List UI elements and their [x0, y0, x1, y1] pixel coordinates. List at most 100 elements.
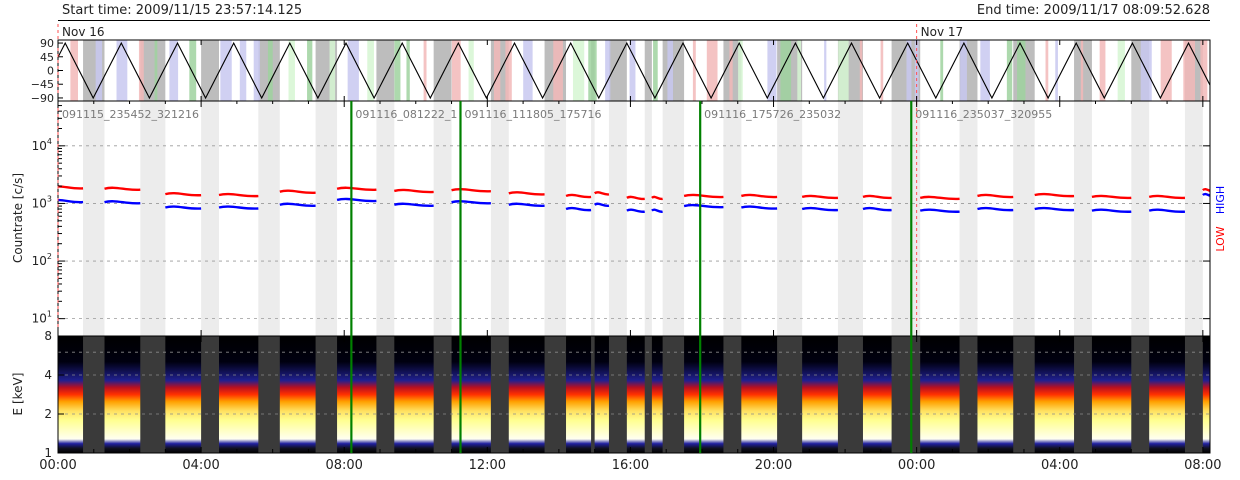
- first-segment-label: 091115_235452_321216: [62, 108, 199, 121]
- spectrogram-segment: [802, 336, 838, 453]
- energy-ytick-label: 2: [44, 407, 52, 421]
- low-series-segment: [1202, 188, 1210, 193]
- low-series-segment: [1034, 192, 1075, 198]
- attitude-color-band: [588, 40, 597, 101]
- attitude-color-band: [1160, 40, 1172, 101]
- countrate-gap-band: [959, 101, 978, 336]
- attitude-gap-band: [662, 40, 685, 101]
- attitude-color-band: [189, 40, 197, 101]
- attitude-color-band: [267, 40, 273, 101]
- spectrogram-segment: [104, 336, 141, 453]
- spectrogram-segment: [626, 336, 645, 453]
- low-series-segment: [1091, 194, 1132, 200]
- x-tick-label: 20:00: [755, 458, 792, 473]
- high-series-segment: [919, 208, 960, 213]
- attitude-color-band: [367, 40, 374, 101]
- energy-ytick-label: 8: [44, 329, 52, 343]
- segment-boundary-label: 091116_235037_320955: [915, 108, 1052, 121]
- segment-boundary-label: 091116_111805_175716: [464, 108, 601, 121]
- legend-low: LOW: [1214, 226, 1227, 251]
- countrate-gap-band: [1184, 101, 1203, 336]
- high-series-segment: [626, 208, 645, 213]
- attitude-color-band: [116, 40, 128, 101]
- attitude-color-band: [605, 40, 611, 101]
- attitude-color-band: [960, 40, 967, 101]
- attitude-color-band: [70, 40, 78, 101]
- high-series-segment: [1148, 208, 1186, 213]
- spectrogram-segment: [218, 336, 259, 453]
- day-marker-label: Nov 16: [62, 25, 105, 39]
- attitude-color-band: [451, 40, 461, 101]
- attitude-color-band: [859, 40, 863, 101]
- high-series-segment: [862, 206, 892, 212]
- energy-ytick-label: 4: [44, 368, 52, 382]
- x-tick-label: 00:00: [898, 458, 935, 473]
- high-series-segment: [593, 202, 610, 208]
- attitude-color-band: [653, 40, 658, 101]
- attitude-color-band: [940, 40, 944, 101]
- countrate-gap-band: [83, 101, 105, 336]
- countrate-gap-band: [591, 101, 595, 336]
- high-series-segment: [1034, 206, 1075, 212]
- spectrogram-segment: [1091, 336, 1132, 453]
- x-tick-label: 16:00: [612, 458, 649, 473]
- x-tick-label: 12:00: [469, 458, 506, 473]
- x-tick-label: 00:00: [39, 458, 76, 473]
- low-series-segment: [919, 195, 960, 201]
- spectrogram-segment: [1149, 336, 1185, 453]
- countrate-gap-band: [433, 101, 452, 336]
- high-series-segment: [58, 198, 84, 204]
- high-series-segment: [651, 208, 663, 213]
- countrate-ytick-label: 102: [32, 252, 52, 268]
- countrate-axis-label: Countrate [c/s]: [11, 173, 25, 263]
- countrate-gap-band: [777, 101, 803, 336]
- attitude-color-band: [824, 40, 827, 101]
- low-series-segment: [565, 193, 592, 199]
- attitude-color-band: [914, 40, 919, 101]
- countrate-gap-band: [1074, 101, 1092, 336]
- attitude-gap-band: [433, 40, 452, 101]
- attitude-color-band: [1200, 40, 1208, 101]
- low-series-segment: [801, 194, 839, 200]
- attitude-gap-band: [201, 40, 219, 101]
- low-series-segment: [336, 186, 377, 192]
- attitude-color-band: [468, 40, 474, 101]
- low-series-segment: [741, 193, 778, 199]
- attitude-color-band: [95, 40, 103, 101]
- attitude-color-band: [394, 40, 401, 101]
- spectrogram-segment: [337, 336, 377, 453]
- spectrogram-segment: [920, 336, 960, 453]
- segment-boundary-label: 091116_081222_1: [355, 108, 457, 121]
- energy-axis-label: E [keV]: [11, 373, 25, 416]
- countrate-gap-band: [544, 101, 567, 336]
- day-marker-label: Nov 17: [921, 25, 964, 39]
- high-series-segment: [218, 205, 259, 210]
- high-series-segment: [165, 205, 202, 210]
- countrate-gap-band: [1013, 101, 1035, 336]
- countrate-gap-band: [315, 101, 338, 336]
- attitude-ytick-label: −90: [31, 92, 54, 105]
- high-series-segment: [1091, 208, 1132, 213]
- low-series-segment: [279, 189, 316, 194]
- attitude-color-band: [880, 40, 884, 101]
- x-tick-label: 04:00: [182, 458, 219, 473]
- high-series-segment: [394, 202, 434, 208]
- high-series-segment: [801, 206, 839, 212]
- high-series-segment: [508, 202, 545, 208]
- spectrogram-segment: [451, 336, 491, 453]
- high-series-segment: [336, 197, 377, 203]
- countrate-ytick-label: 103: [32, 194, 52, 210]
- high-series-segment: [104, 200, 141, 205]
- low-series-segment: [977, 193, 1014, 199]
- attitude-ytick-label: 45: [40, 51, 54, 64]
- countrate-gap-band: [723, 101, 742, 336]
- attitude-color-band: [239, 40, 247, 101]
- start-time-label: Start time: 2009/11/15 23:57:14.125: [62, 3, 303, 18]
- attitude-ytick-label: 90: [40, 37, 54, 50]
- countrate-gap-band: [608, 101, 627, 336]
- spectrogram-segment: [279, 336, 316, 453]
- low-series-segment: [683, 193, 724, 199]
- attitude-color-band: [553, 40, 563, 101]
- attitude-color-band: [692, 40, 696, 101]
